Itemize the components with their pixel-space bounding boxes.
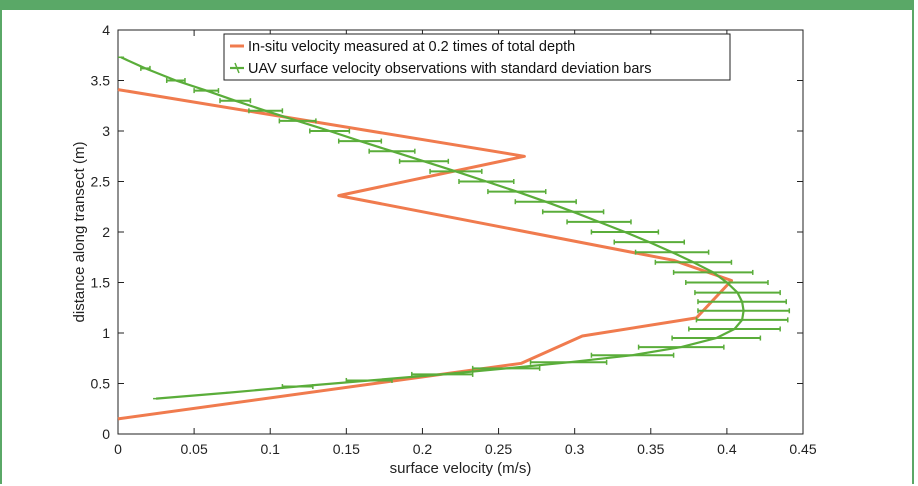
y-tick-label: 3 xyxy=(102,123,110,139)
x-tick-label: 0.4 xyxy=(717,441,737,457)
y-axis-label: distance along transect (m) xyxy=(71,142,88,323)
legend-swatch-errorbar-uav xyxy=(234,62,240,74)
series-line-insitu xyxy=(117,88,733,421)
y-tick-label: 3.5 xyxy=(91,73,111,89)
x-tick-label: 0 xyxy=(114,441,122,457)
series-layer xyxy=(117,56,791,421)
legend: In-situ velocity measured at 0.2 times o… xyxy=(223,33,731,81)
x-tick-label: 0.2 xyxy=(413,441,433,457)
figure-top-bar xyxy=(0,0,914,10)
x-tick-label: 0.05 xyxy=(180,441,207,457)
ticks: 0 0.05 0.1 0.15 0.2 0.25 0.3 0.35 0.4 0.45 0 0.5 1 1.… xyxy=(91,22,817,457)
y-tick-label: 1 xyxy=(102,325,110,341)
y-tick-label: 1.5 xyxy=(91,275,111,291)
x-tick-label: 0.45 xyxy=(789,441,816,457)
x-tick-label: 0.15 xyxy=(333,441,360,457)
legend-label-uav: UAV surface velocity observations with s… xyxy=(248,61,652,77)
y-tick-label: 0.5 xyxy=(91,376,111,392)
legend-box xyxy=(223,33,731,81)
y-tick-label: 2 xyxy=(102,224,110,240)
y-tick-label: 4 xyxy=(102,22,110,38)
x-axis-label: surface velocity (m/s) xyxy=(390,460,532,477)
x-tick-label: 0.35 xyxy=(637,441,664,457)
series-line-uav xyxy=(120,56,745,400)
y-tick-label: 2.5 xyxy=(91,174,111,190)
x-tick-label: 0.3 xyxy=(565,441,585,457)
x-tick-label: 0.1 xyxy=(260,441,280,457)
x-tick-label: 0.25 xyxy=(485,441,512,457)
y-tick-label: 0 xyxy=(102,426,110,442)
legend-label-insitu: In-situ velocity measured at 0.2 times o… xyxy=(248,39,575,55)
